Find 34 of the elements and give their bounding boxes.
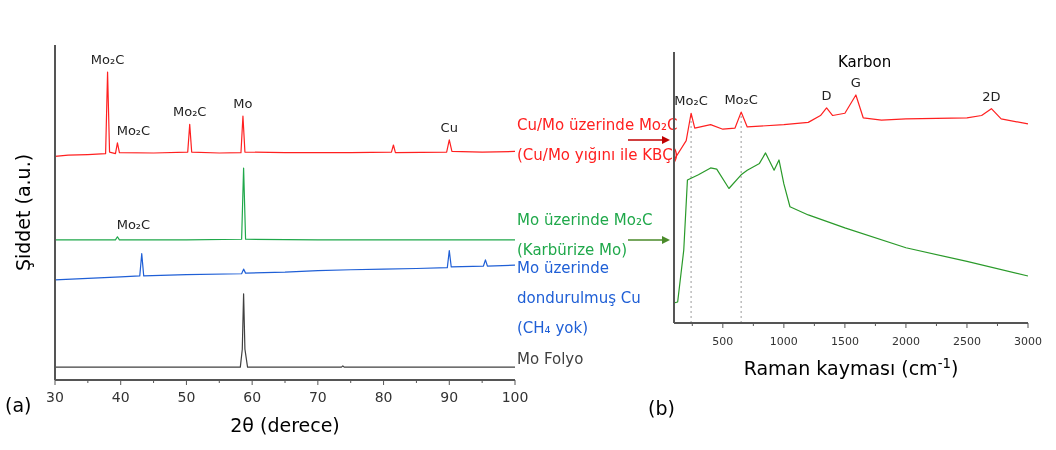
x-tick-label: 100	[501, 389, 529, 405]
annotation: Mo	[233, 96, 253, 112]
annotation: Mo₂C	[724, 92, 758, 108]
annotation: Cu	[440, 119, 458, 135]
text: (a)	[5, 394, 32, 416]
series-label: Mo üzerinde dondurulmuş Cu (CH₄ yok)	[517, 259, 641, 337]
annotation: Mo₂C	[116, 122, 151, 138]
annotation: Mo₂C	[674, 93, 708, 109]
text: (b)	[648, 397, 675, 419]
y-axis-title: Şiddet (a.u.)	[12, 153, 34, 272]
annotation: Mo₂C	[116, 216, 151, 232]
x-tick-label: 1000	[769, 335, 798, 348]
annotation: Mo₂C	[90, 52, 125, 67]
x-axis-title: 2θ (derece)	[230, 414, 340, 436]
series-label: Mo üzerinde Mo₂C (Karbürize Mo)	[517, 211, 653, 259]
x-tick-label: 30	[46, 389, 64, 405]
x-tick-label: 2500	[952, 335, 981, 348]
x-tick-label: 1500	[830, 335, 859, 348]
annotation: 2D	[982, 88, 1001, 104]
series-label: Mo Folyo	[517, 350, 584, 368]
x-tick-label: 70	[308, 389, 327, 405]
x-tick-label: 3000	[1014, 335, 1042, 348]
x-tick-label: 80	[374, 389, 393, 405]
x-tick-label: 50	[177, 389, 196, 405]
x-tick-label: 90	[440, 389, 459, 405]
x-tick-label: 40	[111, 389, 130, 405]
annotation: Mo₂C	[172, 104, 207, 120]
x-tick-label: 500	[712, 335, 734, 348]
x-tick-label: 60	[243, 389, 262, 405]
x-axis-title: Raman kayması (cm$^{-1}$)	[743, 355, 959, 379]
annotation: D	[821, 88, 832, 103]
x-tick-label: 2000	[891, 335, 920, 348]
text: Karbon	[838, 53, 892, 71]
annotation: G	[850, 75, 861, 90]
